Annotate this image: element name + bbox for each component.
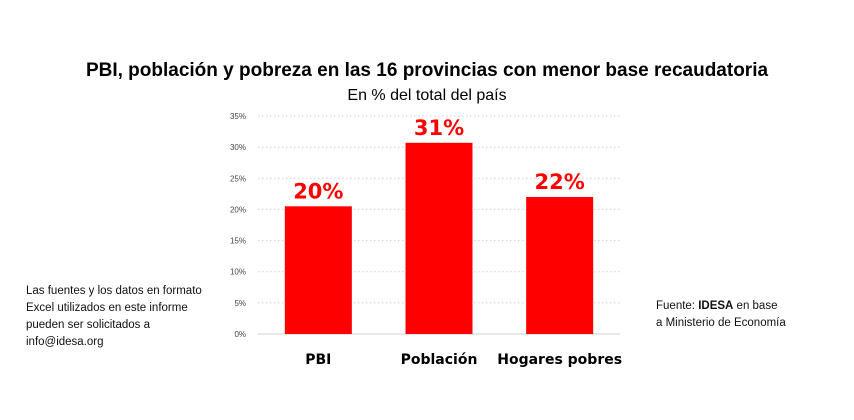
chart-subtitle: En % del total del país	[347, 87, 507, 104]
y-tick-label: 25%	[230, 174, 246, 183]
bar-hogares-pobres	[526, 196, 594, 334]
y-tick-label: 20%	[230, 205, 246, 214]
y-tick-label: 10%	[230, 268, 246, 277]
source-suffix: en base a Ministerio de Economía	[656, 300, 786, 329]
data-label: 20%	[293, 179, 343, 203]
data-label: 22%	[535, 170, 585, 194]
x-tick-label: PBI	[305, 352, 331, 368]
x-tick-label: Hogares pobres	[497, 352, 622, 368]
bar-pbi	[284, 206, 352, 334]
y-tick-label: 0%	[234, 330, 246, 339]
y-tick-label: 30%	[230, 143, 246, 152]
data-availability-note: Las fuentes y los datos en formato Excel…	[26, 285, 202, 348]
y-tick-label: 5%	[234, 299, 246, 308]
source-prefix: Fuente:	[656, 300, 699, 312]
chart-title: PBI, población y pobreza en las 16 provi…	[85, 60, 769, 81]
bar-población	[405, 142, 473, 334]
x-tick-label: Población	[401, 352, 478, 368]
source-note: Fuente: IDESA en base a Ministerio de Ec…	[656, 298, 786, 332]
y-tick-label: 15%	[230, 237, 246, 246]
source-org: IDESA	[698, 300, 734, 312]
y-tick-label: 35%	[230, 112, 246, 121]
data-label: 31%	[414, 116, 464, 140]
